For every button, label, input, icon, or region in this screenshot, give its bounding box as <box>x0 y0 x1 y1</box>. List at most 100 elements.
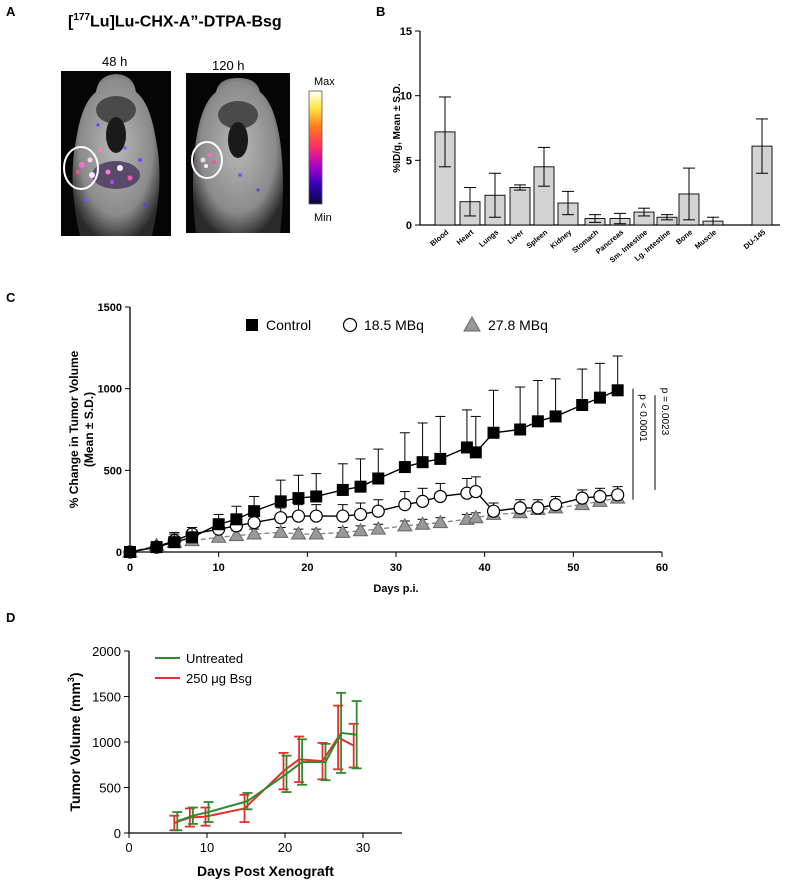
y-tick-label: 0 <box>114 826 121 841</box>
y-axis-label-line1: % Change in Tumor Volume <box>67 350 81 508</box>
panel-label-b: B <box>376 4 386 19</box>
p-value-2: p = 0.0023 <box>659 388 670 436</box>
data-point <box>274 511 288 525</box>
legend-label-control: Control <box>266 317 311 333</box>
legend-marker-27-8 <box>463 315 481 332</box>
data-point <box>308 526 325 540</box>
y-tick-label: 1500 <box>98 302 122 314</box>
y-tick-label: 500 <box>99 781 121 796</box>
x-tick-label: 30 <box>356 840 370 855</box>
x-tick-label: 0 <box>125 840 132 855</box>
legend-label-27-8: 27.8 MBq <box>488 317 548 333</box>
image-right-label: 120 h <box>212 58 245 73</box>
title-prefix: [ <box>68 13 74 31</box>
data-point <box>210 529 227 543</box>
data-point <box>310 490 323 503</box>
data-point <box>309 509 323 523</box>
data-point <box>416 456 429 469</box>
y-tick-label: 15 <box>400 26 412 38</box>
data-point <box>611 384 624 397</box>
y-tick-label: 0 <box>406 220 412 232</box>
data-point <box>513 501 527 515</box>
legend-marker-control <box>246 319 258 331</box>
data-point <box>230 513 243 526</box>
data-point <box>371 504 385 518</box>
title-sup: 177 <box>73 12 91 23</box>
data-point <box>150 541 163 554</box>
x-axis-label: Days p.i. <box>373 583 418 595</box>
data-point <box>336 509 350 523</box>
data-point <box>246 526 263 540</box>
y-axis-label-line2: (Mean ± S.D.) <box>82 392 96 467</box>
series-bsg <box>169 704 359 832</box>
y-axis-label: %ID/g, Mean ± S.D. <box>392 83 403 173</box>
data-point <box>272 524 289 538</box>
data-point <box>416 494 430 508</box>
data-point <box>531 501 545 515</box>
data-point <box>212 518 225 531</box>
legend: Control 18.5 MBq 27.8 MBq <box>246 315 548 333</box>
x-tick-label: 40 <box>479 562 491 574</box>
data-point <box>575 491 589 505</box>
colorbar-min-label: Min <box>314 212 332 224</box>
data-point <box>433 489 447 504</box>
x-axis-label: Days Post Xenograft <box>197 863 334 879</box>
data-point <box>398 461 411 474</box>
data-point <box>469 484 483 499</box>
panel-a-title: [177Lu]Lu-CHX-A”-DTPA-Bsg <box>68 12 282 31</box>
x-tick-label: 20 <box>278 840 292 855</box>
panel-label-a: A <box>6 4 16 19</box>
legend-label-bsg: 250 μg Bsg <box>186 671 252 686</box>
data-point <box>467 509 484 524</box>
legend-marker-18-5 <box>342 317 358 333</box>
colorbar-max-label: Max <box>314 76 335 88</box>
data-point <box>593 489 607 504</box>
panel-label-c: C <box>6 290 16 305</box>
y-tick-label: 1000 <box>92 735 121 750</box>
data-point <box>576 399 589 411</box>
y-axis-label: Tumor Volume (mm3) <box>66 672 83 811</box>
data-point <box>228 527 245 542</box>
image-left-label: 48 h <box>102 54 128 69</box>
data-point <box>398 498 412 512</box>
series-untreated <box>172 691 362 832</box>
data-point <box>486 504 501 518</box>
data-point <box>168 536 181 549</box>
data-point <box>274 495 287 508</box>
x-tick-label: 10 <box>200 840 214 855</box>
data-point <box>396 517 413 532</box>
data-point <box>354 480 367 493</box>
title-suffix: Lu]Lu-CHX-A”-DTPA-Bsg <box>90 13 282 31</box>
data-point <box>432 514 449 529</box>
y-axis-label-text: Tumor Volume (mm <box>67 682 83 811</box>
y-tick-label: 0 <box>116 547 122 559</box>
data-point <box>434 452 447 465</box>
data-point <box>186 531 199 544</box>
image-120h <box>186 73 290 233</box>
data-point <box>611 488 625 502</box>
data-point <box>334 524 351 538</box>
data-point <box>290 526 307 540</box>
spect-images <box>61 71 323 236</box>
x-tick-label: 50 <box>567 562 579 574</box>
data-point <box>292 492 305 505</box>
x-tick-label: 10 <box>213 562 225 574</box>
y-tick-label: 5 <box>406 155 412 167</box>
series-control <box>124 355 624 558</box>
data-point <box>291 509 306 523</box>
x-tick-label: 30 <box>390 562 402 574</box>
data-point <box>548 498 563 512</box>
data-point <box>124 546 136 558</box>
series-line <box>176 731 357 823</box>
colorbar <box>308 90 323 205</box>
y-tick-label: 1000 <box>98 384 122 396</box>
series-line <box>173 736 355 824</box>
data-point <box>487 426 500 439</box>
y-tick-label: 500 <box>104 465 122 477</box>
data-point <box>336 483 349 496</box>
x-tick-label: 20 <box>301 562 313 574</box>
chart-c: 0 500 1000 1500 0 10 20 30 40 50 60 Days p.i. % Chan… <box>67 302 670 595</box>
data-point <box>370 521 387 535</box>
